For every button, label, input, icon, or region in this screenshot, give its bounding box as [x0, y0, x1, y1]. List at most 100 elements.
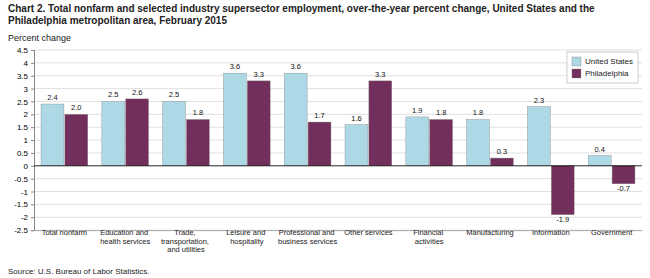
x-tick-label: Total nonfarm [42, 228, 87, 237]
data-label: 1.8 [436, 108, 446, 117]
y-tick: 0.5 [17, 149, 34, 158]
y-tick-label: 4.5 [17, 46, 29, 55]
y-tick: 3.5 [17, 72, 34, 81]
grid-line [34, 152, 642, 153]
y-tick-mark [31, 114, 34, 115]
x-tick-label-line: activities [415, 237, 444, 246]
grid-line [34, 62, 642, 63]
title-line: Chart 2. Total nonfarm and selected indu… [8, 3, 597, 14]
legend-swatch [572, 69, 581, 78]
grid-line [34, 204, 642, 205]
bar [308, 122, 331, 166]
grid-line [34, 88, 642, 89]
x-tick-label: Manufacturing [466, 228, 514, 237]
legend-item: Philadelphia [572, 69, 629, 78]
bar [102, 101, 125, 165]
y-tick: 0 [24, 162, 34, 171]
y-tick: 1 [24, 136, 34, 145]
data-label: 2.0 [71, 103, 81, 112]
y-tick: 1.5 [17, 123, 34, 132]
x-axis: Total nonfarm Education and health servic… [35, 228, 643, 254]
grid-line [34, 178, 642, 179]
y-tick: 2 [24, 110, 34, 119]
bar [490, 158, 513, 166]
grid [34, 50, 642, 230]
y-tick-label: -1.5 [14, 200, 28, 209]
y-tick: 2.5 [17, 98, 34, 107]
x-tick: Government [591, 228, 633, 237]
data-label: 3.6 [230, 62, 240, 71]
data-label: 3.3 [254, 70, 264, 79]
bar [41, 104, 64, 166]
title-line: Philadelphia metropolitan area, February… [8, 15, 227, 26]
x-tick: Trade, transportation, and utilities [161, 228, 211, 254]
data-label: 2.4 [47, 93, 57, 102]
grid-line [34, 140, 642, 141]
bars [41, 73, 635, 215]
y-tick: -1.5 [14, 200, 34, 209]
y-axis: -2.5 -2 -1.5 -1 -0.5 0 0.5 1 1.5 2 2.5 3 3.5 4 4.5 [14, 46, 34, 235]
x-tick-label: Trade, transportation, and utilities [161, 228, 211, 254]
y-tick-label: -0.5 [14, 175, 28, 184]
data-label: 1.7 [314, 111, 324, 120]
data-label: 2.3 [534, 96, 544, 105]
zero-line [34, 165, 642, 166]
data-labels: 2.42.52.53.63.61.61.91.82.30.42.02.61.83… [47, 62, 630, 224]
x-tick-label-line: Manufacturing [466, 228, 514, 237]
bar [467, 119, 490, 165]
y-tick-mark [31, 204, 34, 205]
grid-line [34, 101, 642, 102]
bar [369, 81, 392, 166]
legend-label: Philadelphia [585, 69, 629, 78]
y-tick-label: 4 [24, 59, 29, 68]
y-tick: -2.5 [14, 226, 34, 235]
y-tick-label: 2 [24, 110, 29, 119]
data-label: 3.6 [290, 62, 300, 71]
bar [588, 156, 611, 166]
grid-line [34, 75, 642, 76]
grid-line [34, 50, 642, 51]
source-note: Source: U.S. Bureau of Labor Statistics. [8, 267, 149, 276]
x-tick: Information [532, 228, 570, 237]
data-label: 1.8 [193, 108, 203, 117]
data-label: 2.5 [169, 90, 179, 99]
grid-line [34, 165, 642, 166]
x-tick-label: Education and health services [100, 228, 150, 246]
legend-label: United States [585, 57, 633, 66]
y-tick-label: 3.5 [17, 72, 29, 81]
y-tick-mark [31, 153, 34, 154]
bar [126, 99, 149, 166]
x-tick-label-line: and utilities [167, 245, 205, 254]
grid-line [34, 217, 642, 218]
bar [247, 81, 270, 166]
x-tick-label-line: business services [278, 237, 337, 246]
data-label: -1.9 [556, 215, 569, 224]
y-tick-mark [31, 63, 34, 64]
series [65, 81, 635, 215]
y-tick-label: 1.5 [17, 123, 29, 132]
x-tick-label-line: hospitality [230, 237, 264, 246]
grid-line [34, 114, 642, 115]
y-tick-label: -1 [21, 188, 29, 197]
grid-line [34, 127, 642, 128]
y-tick: -0.5 [14, 175, 34, 184]
x-tick-label-line: Total nonfarm [42, 228, 87, 237]
bar [223, 73, 246, 166]
bar [284, 73, 307, 166]
legend-swatch [572, 57, 581, 66]
x-tick-label-line: Government [591, 228, 633, 237]
y-axis-title: Percent change [8, 33, 71, 43]
y-tick-label: 0.5 [17, 149, 29, 158]
chart: Chart 2. Total nonfarm and selected indu… [0, 0, 650, 278]
data-label: -0.7 [617, 184, 630, 193]
data-label: 1.6 [351, 114, 361, 123]
series [41, 73, 611, 166]
data-label: 3.3 [375, 70, 385, 79]
y-tick-mark [31, 140, 34, 141]
bar [406, 117, 429, 166]
y-tick-label: 3 [24, 85, 29, 94]
data-label: 1.9 [412, 106, 422, 115]
x-tick-label-line: Information [532, 228, 570, 237]
y-tick-label: -2 [21, 213, 29, 222]
data-label: 2.6 [132, 88, 142, 97]
